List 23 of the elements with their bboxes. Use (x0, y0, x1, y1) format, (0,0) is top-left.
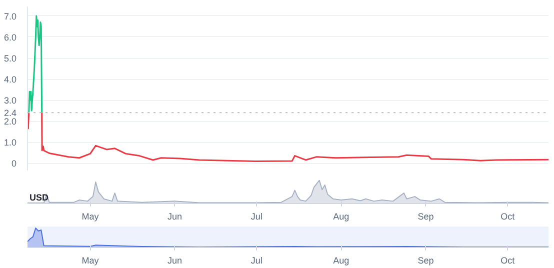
x-tick-label: May (82, 256, 100, 266)
x-tick-label: Jun (168, 212, 182, 222)
x-tick-label: Jul (250, 212, 262, 222)
ref-line-label: 2.4 (4, 108, 17, 118)
x-tick-label: Aug (333, 256, 350, 266)
x-tick-label: Jun (168, 256, 182, 266)
x-tick-label: Jul (250, 256, 262, 266)
x-tick-label: Sep (418, 256, 434, 266)
y-tick-label: 4.0 (4, 74, 17, 85)
x-tick-label: Sep (418, 212, 434, 222)
y-tick-label: 5.0 (4, 54, 17, 64)
annotation: USD (30, 192, 49, 202)
x-tick-label: Aug (333, 212, 350, 222)
y-tick-label: 3.0 (4, 96, 17, 106)
y-tick-label: 6.0 (4, 32, 17, 42)
line-series (28, 15, 43, 114)
x-tick-label: Oct (500, 256, 516, 266)
x-tick-label: May (82, 212, 100, 222)
y-tick-label: 7.0 (4, 11, 17, 22)
y-tick-label: 0 (11, 158, 17, 169)
y-tick-label: 1.0 (4, 138, 17, 148)
y-tick-label: 2.0 (4, 116, 17, 127)
x-tick-label: Oct (500, 212, 516, 222)
